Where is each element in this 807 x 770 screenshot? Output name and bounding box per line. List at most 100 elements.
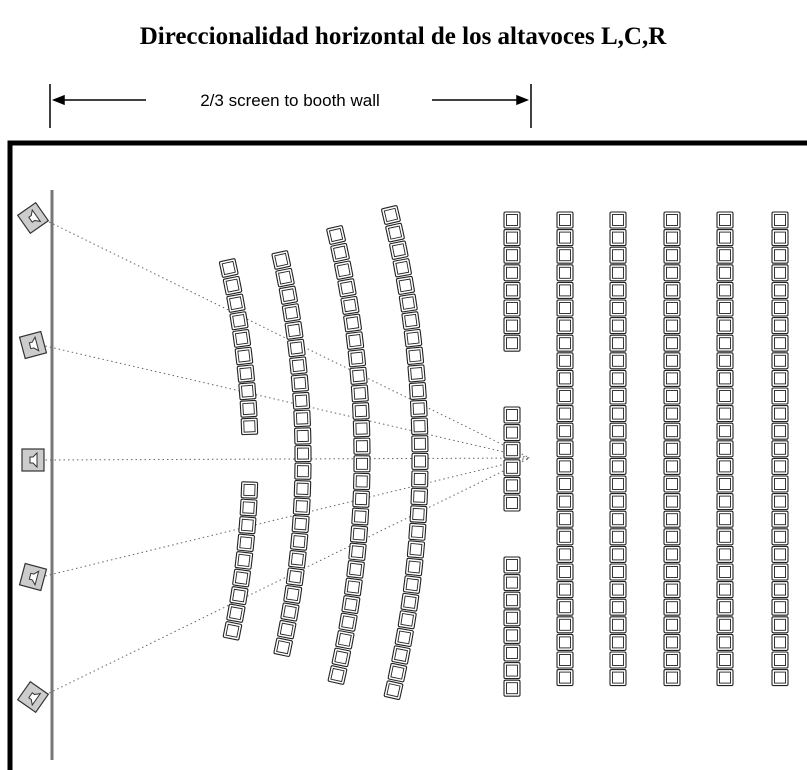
- seat-body: [609, 369, 627, 387]
- seat-body: [351, 507, 370, 526]
- seat: [556, 229, 574, 247]
- seat: [771, 633, 789, 651]
- seat-body: [349, 366, 368, 385]
- seat-body: [716, 440, 734, 458]
- seat: [343, 313, 362, 333]
- seat-cushion: [612, 583, 624, 596]
- seat-cushion: [719, 319, 731, 332]
- seat-cushion: [666, 495, 678, 508]
- seat-body: [609, 405, 627, 423]
- seat: [273, 637, 293, 657]
- seat-body: [556, 317, 574, 335]
- seat: [410, 417, 429, 435]
- seat-body: [771, 563, 789, 581]
- seat: [556, 387, 574, 405]
- seat: [556, 281, 574, 299]
- seat: [503, 406, 521, 424]
- seat-body: [409, 399, 428, 418]
- seat-cushion: [774, 583, 786, 596]
- seat-body: [556, 405, 574, 423]
- seat-body: [556, 299, 574, 317]
- seat-body: [609, 317, 627, 335]
- seat-body: [663, 563, 681, 581]
- seat-cushion: [386, 683, 401, 698]
- seat-body: [771, 422, 789, 440]
- seat-cushion: [353, 387, 367, 400]
- seat-cushion: [774, 618, 786, 631]
- seat: [294, 462, 312, 480]
- seat: [277, 619, 297, 640]
- seat-body: [556, 352, 574, 370]
- seat-cushion: [345, 316, 360, 330]
- seat-body: [663, 493, 681, 511]
- seat-body: [503, 459, 521, 477]
- seat: [503, 679, 521, 697]
- seat-cushion: [612, 407, 624, 420]
- sight-line: [40, 457, 531, 698]
- seat: [716, 669, 734, 687]
- seat-body: [395, 275, 415, 295]
- seat: [503, 591, 521, 609]
- seat-cushion: [234, 331, 249, 346]
- seat: [609, 281, 627, 299]
- seat: [503, 281, 521, 299]
- seat: [663, 299, 681, 317]
- room-wall: [7, 140, 807, 770]
- seat: [275, 267, 295, 288]
- seat: [556, 598, 574, 616]
- seat-body: [556, 669, 574, 687]
- seat: [226, 293, 246, 313]
- seat: [503, 556, 521, 574]
- seat-body: [716, 457, 734, 475]
- seat-cushion: [239, 367, 253, 381]
- seat-body: [663, 581, 681, 599]
- seat: [406, 540, 426, 559]
- seat-cushion: [719, 583, 731, 596]
- seat-body: [609, 457, 627, 475]
- seat: [293, 409, 311, 428]
- seat-body: [346, 560, 365, 579]
- seat-cushion: [390, 665, 405, 680]
- seat-body: [716, 405, 734, 423]
- seat-cushion: [719, 372, 731, 385]
- sight-line: [40, 344, 531, 459]
- seat-cushion: [559, 425, 571, 438]
- seat-body: [716, 264, 734, 282]
- seat-cushion: [774, 636, 786, 649]
- seat-body: [663, 440, 681, 458]
- seat: [609, 475, 627, 493]
- seat-body: [716, 281, 734, 299]
- sight-lines: [40, 217, 531, 698]
- seat-cushion: [350, 351, 364, 365]
- seat-body: [771, 317, 789, 335]
- seat-cushion: [355, 422, 368, 435]
- seat-body: [292, 391, 311, 410]
- seat-cushion: [612, 249, 624, 262]
- seat-body: [345, 331, 365, 350]
- seat-cushion: [296, 429, 309, 443]
- seat-cushion: [336, 263, 351, 278]
- seat-cushion: [294, 517, 307, 531]
- seat-cushion: [349, 562, 363, 576]
- seat-body: [771, 510, 789, 528]
- seat-cushion: [559, 601, 571, 614]
- seat-body: [503, 441, 521, 459]
- seat-body: [663, 299, 681, 317]
- seat: [716, 369, 734, 387]
- seat-cushion: [506, 426, 518, 439]
- seat: [271, 250, 292, 270]
- seat: [239, 498, 258, 517]
- seat-cushion: [559, 302, 571, 314]
- seat-cushion: [559, 214, 571, 226]
- seat: [240, 417, 259, 436]
- seat: [771, 211, 789, 229]
- seat: [609, 317, 627, 335]
- seat: [503, 644, 521, 662]
- seat: [663, 581, 681, 599]
- seat-body: [326, 225, 346, 245]
- seat-body: [556, 598, 574, 616]
- seat: [385, 222, 405, 243]
- seat: [771, 581, 789, 599]
- seat: [663, 651, 681, 669]
- seat: [609, 405, 627, 423]
